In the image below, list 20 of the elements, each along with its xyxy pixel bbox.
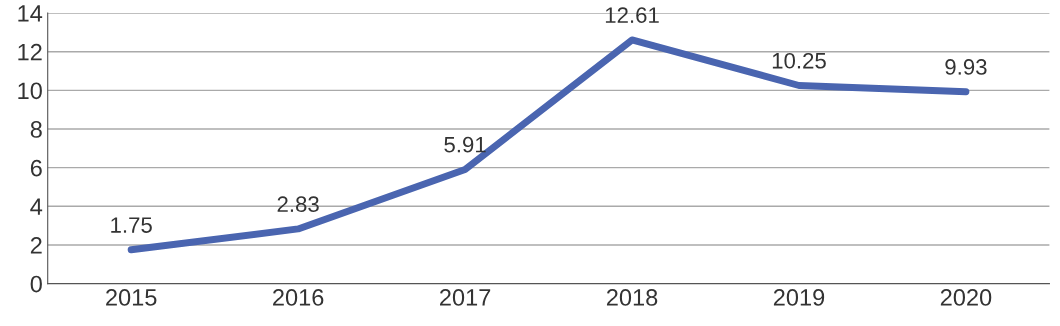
- x-tick-label: 2016: [273, 289, 324, 306]
- y-tick-label: 0: [30, 275, 42, 293]
- x-tick-label: 2017: [440, 289, 491, 306]
- data-label: 10.25: [772, 52, 826, 69]
- x-tick-label: 2020: [940, 289, 992, 306]
- x-tick-label: 2018: [606, 289, 658, 306]
- y-tick-label: 2: [30, 237, 42, 254]
- data-label: 2.83: [277, 196, 319, 213]
- data-label: 5.91: [444, 136, 486, 153]
- x-tick-label: 2019: [773, 289, 825, 306]
- data-label: 12.61: [605, 7, 659, 24]
- y-tick-label: 4: [30, 198, 43, 215]
- y-tick-label: 10: [18, 82, 42, 100]
- data-label: 9.93: [945, 59, 987, 75]
- y-tick-label: 12: [18, 43, 42, 61]
- x-tick-label: 2015: [106, 289, 157, 306]
- y-tick-label: 6: [30, 159, 42, 177]
- y-tick-label: 8: [30, 121, 42, 138]
- y-tick-label: 14: [18, 5, 43, 22]
- data-label: 1.75: [111, 217, 152, 233]
